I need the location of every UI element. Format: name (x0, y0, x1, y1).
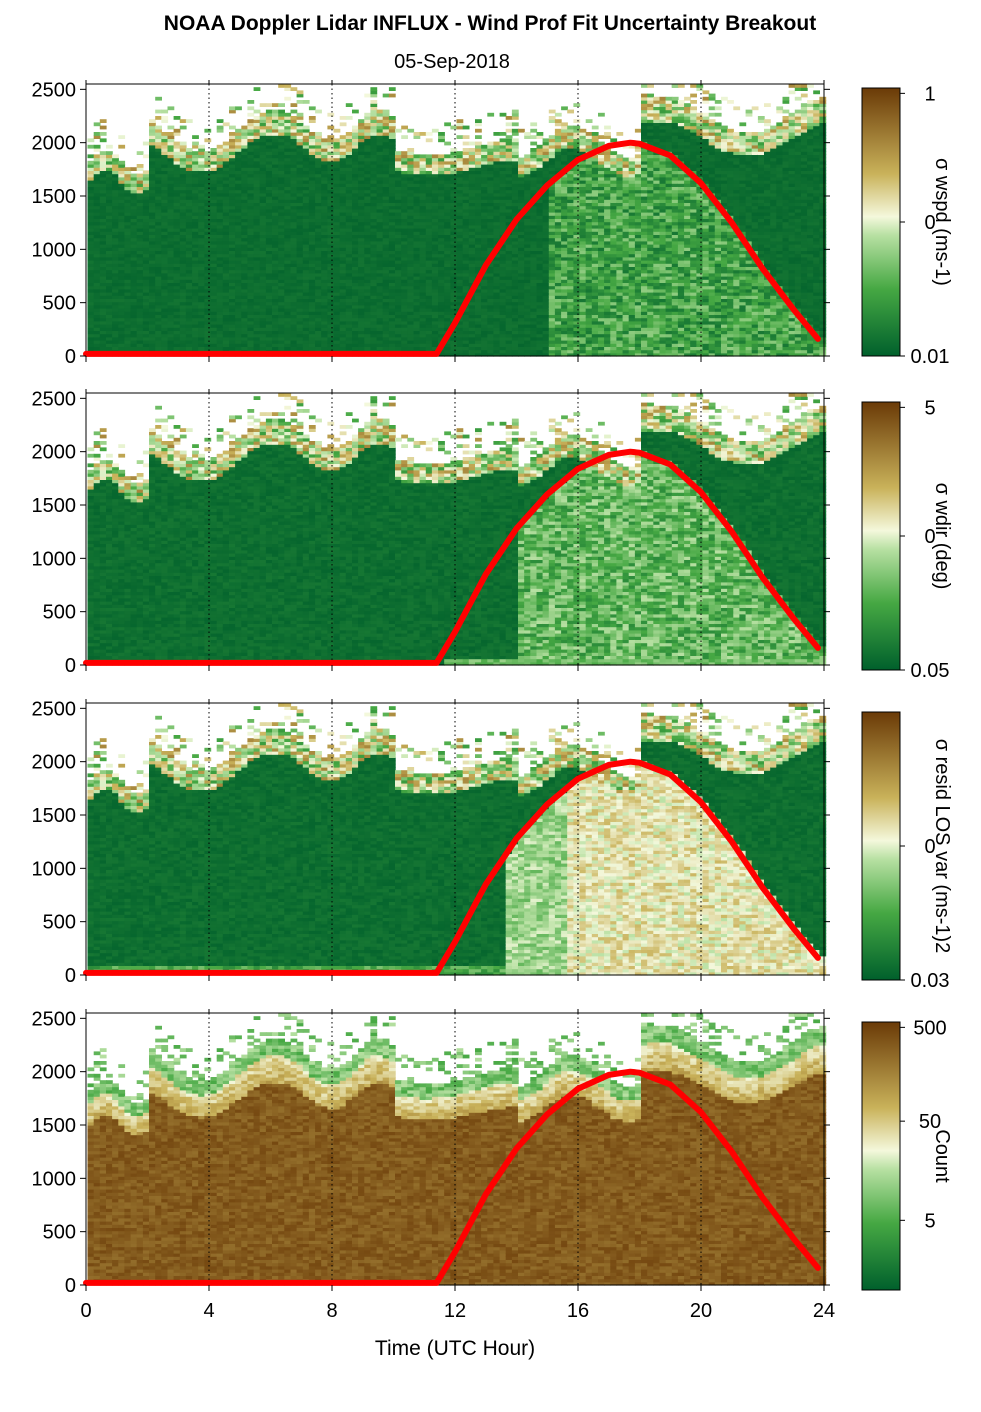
heatmap-cell (124, 167, 131, 171)
heatmap-cell (155, 126, 162, 130)
heatmap-cell (143, 170, 150, 174)
heatmap-cell (131, 167, 138, 171)
heatmap-cell (118, 135, 125, 139)
heatmap-cell (180, 142, 187, 146)
chart-subtitle: 05-Sep-2018 (394, 51, 510, 73)
heatmap-cell (94, 145, 101, 149)
heatmap-cell (100, 119, 107, 123)
heatmap-cell (94, 122, 101, 126)
heatmap-cell (94, 154, 101, 158)
heatmap-cell (88, 161, 95, 165)
heatmap-cell (118, 145, 125, 149)
heatmap-cell (131, 174, 138, 178)
heatmap-cell (155, 97, 162, 101)
heatmap-cell (88, 145, 95, 149)
heatmap-cell (100, 132, 107, 136)
heatmap-cell (161, 116, 168, 120)
heatmap-cell (168, 132, 175, 136)
heatmap-cell (137, 174, 144, 178)
heatmap-cell (106, 145, 113, 149)
figure: NOAA Doppler Lidar INFLUX - Wind Prof Fi… (0, 0, 981, 1412)
heatmap-cell (137, 164, 144, 168)
heatmap-cell (168, 126, 175, 130)
heatmap-cell (112, 154, 119, 158)
heatmap-cell (149, 119, 156, 123)
heatmap-cell (174, 142, 181, 146)
heatmap-cell (88, 154, 95, 158)
heatmap-cell (94, 132, 101, 136)
heatmap-cell (118, 161, 125, 165)
heatmap-cell (100, 138, 107, 142)
heatmap-cell (143, 154, 150, 158)
heatmap-cell (168, 106, 175, 110)
chart-title: NOAA Doppler Lidar INFLUX - Wind Prof Fi… (164, 12, 816, 35)
heatmap-cell (88, 138, 95, 142)
heatmap-cell (155, 116, 162, 120)
heatmap-cell (180, 126, 187, 130)
heatmap-cell (137, 151, 144, 155)
heatmap-cell (180, 119, 187, 123)
heatmap-cell (174, 116, 181, 120)
heatmap-cell (155, 110, 162, 114)
heatmap-cell (143, 142, 150, 146)
heatmap-cell (161, 110, 168, 114)
heatmap-cell (100, 126, 107, 130)
heatmap-cell (161, 132, 168, 136)
heatmap-cell (100, 151, 107, 155)
heatmap-cell (106, 151, 113, 155)
heatmap-cell (174, 129, 181, 133)
